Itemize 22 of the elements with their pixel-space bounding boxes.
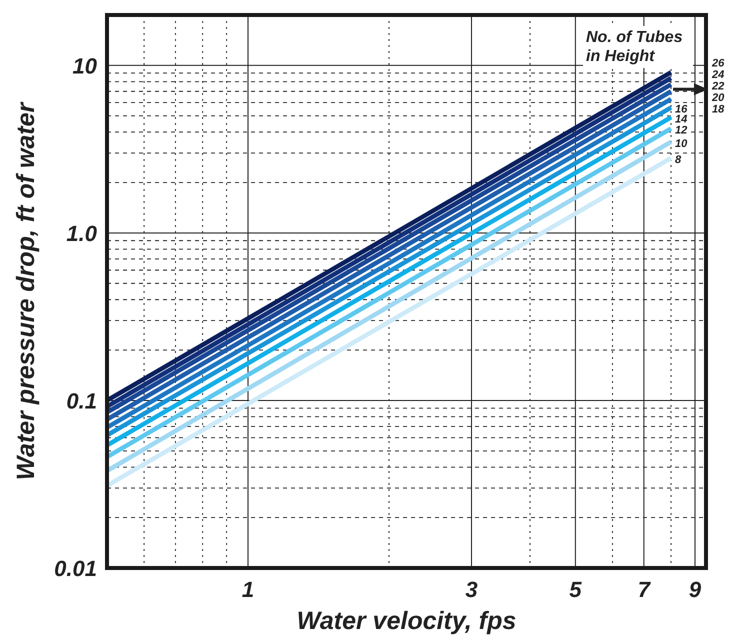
x-tick-label: 9 [688, 577, 702, 602]
text: 22 [711, 80, 724, 92]
x-tick-label: 1 [242, 577, 254, 602]
series-label: 12 [675, 124, 688, 137]
x-tick-label: 3 [465, 577, 478, 602]
text: 18 [712, 103, 726, 116]
text: 26 [711, 57, 726, 70]
series-label: 16 [675, 104, 688, 116]
text: 20 [711, 92, 726, 104]
x-tick-label: 5 [569, 577, 582, 602]
y-tick-label: 1.0 [66, 220, 98, 246]
series-label: 14 [675, 113, 688, 126]
y-tick-label: 10 [72, 53, 98, 78]
y-tick-label: 0.1 [66, 388, 97, 414]
series-label: 10 [675, 138, 688, 150]
text: 24 [711, 68, 724, 81]
x-axis-title: Water velocity, fps [296, 607, 516, 635]
legend-title: No. of Tubes in Height [586, 29, 683, 65]
y-tick-label: 0.01 [54, 556, 97, 581]
series-label: 8 [675, 154, 682, 166]
x-tick-label: 7 [638, 577, 652, 602]
y-axis-title: Water pressure drop, ft of water [12, 102, 40, 480]
